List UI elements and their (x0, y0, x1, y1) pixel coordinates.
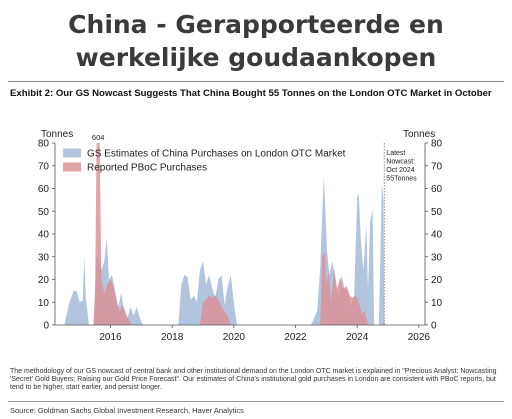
y-tick-label-left: 30 (38, 252, 50, 263)
legend-swatch-gs (63, 148, 81, 158)
exhibit-top-rule (8, 81, 504, 82)
y-axis-label-right: Tonnes (403, 129, 435, 140)
slide-title: China - Gerapporteerde en werkelijke gou… (0, 8, 512, 74)
y-tick-label-left: 20 (38, 275, 50, 286)
legend-label-pboc: Reported PBoC Purchases (87, 163, 207, 174)
x-tick-label: 2026 (408, 332, 431, 343)
y-tick-label-left: 80 (38, 139, 50, 150)
y-tick-label-right: 20 (431, 275, 443, 286)
exhibit-note: The methodology of our GS nowcast of cen… (10, 368, 497, 391)
y-tick-label-left: 70 (38, 161, 50, 172)
latest-nowcast-annotation-line: Nowcast: (386, 159, 415, 166)
y-tick-label-right: 80 (431, 139, 443, 150)
pboc-purchases-area (93, 143, 368, 325)
slide-title-line-1: China - Gerapporteerde en (68, 10, 444, 39)
latest-nowcast-annotation-line: Latest (386, 150, 405, 157)
x-tick-label: 2020 (223, 332, 246, 343)
y-axis-label-left: Tonnes (41, 129, 73, 140)
y-tick-label-left: 10 (38, 298, 50, 309)
y-tick-label-left: 50 (38, 207, 50, 218)
y-tick-label-right: 40 (431, 230, 443, 241)
annotation-604: 604 (92, 133, 105, 142)
y-tick-label-left: 60 (38, 184, 50, 195)
y-tick-label-left: 40 (38, 230, 50, 241)
y-tick-label-right: 50 (431, 207, 443, 218)
y-tick-label-right: 10 (431, 298, 443, 309)
latest-nowcast-annotation-line: Oct 2024 (386, 167, 415, 174)
source-rule (8, 401, 504, 402)
y-tick-label-left: 0 (43, 321, 49, 332)
x-tick-label: 2016 (99, 332, 122, 343)
chart-areas (64, 143, 385, 325)
chart-legend: GS Estimates of China Purchases on Londo… (63, 148, 346, 174)
y-tick-label-right: 70 (431, 161, 443, 172)
y-tick-label-right: 30 (431, 252, 443, 263)
legend-swatch-pboc (63, 162, 81, 172)
exhibit-source: Source: Goldman Sachs Global Investment … (10, 406, 244, 415)
slide-title-line-2: werkelijke goudaankopen (75, 43, 437, 72)
latest-nowcast-annotation-line: 55Tonnes (386, 176, 417, 183)
exhibit-title: Exhibit 2: Our GS Nowcast Suggests That … (10, 88, 492, 99)
chart-axes (52, 142, 428, 328)
legend-label-gs: GS Estimates of China Purchases on Londo… (87, 149, 346, 160)
x-tick-label: 2024 (346, 332, 369, 343)
x-tick-label: 2022 (284, 332, 307, 343)
x-tick-label: 2018 (161, 332, 184, 343)
y-tick-label-right: 60 (431, 184, 443, 195)
y-tick-label-right: 0 (431, 321, 437, 332)
